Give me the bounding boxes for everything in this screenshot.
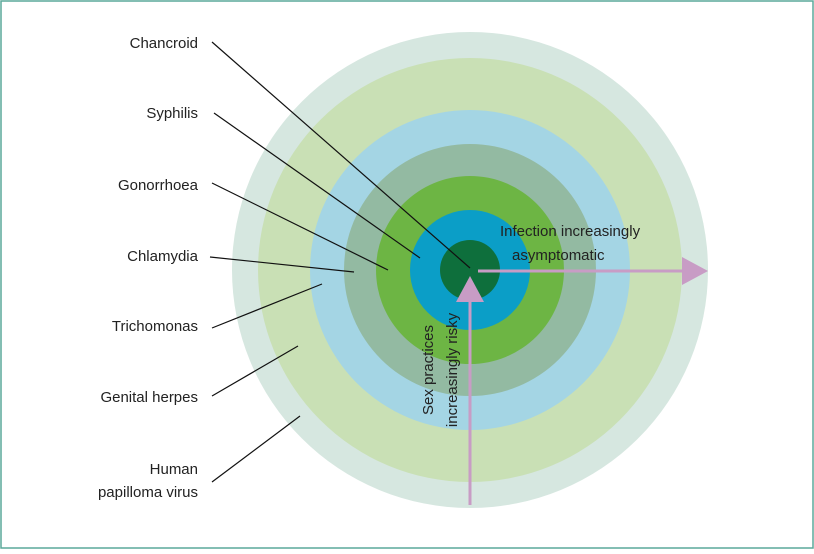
disease-label: Chlamydia xyxy=(127,248,199,265)
leader-line xyxy=(213,112,421,259)
disease-label: Genital herpes xyxy=(100,389,198,406)
disease-label: Human xyxy=(150,461,198,478)
arrow-head xyxy=(456,276,484,302)
leader-line xyxy=(211,41,471,269)
leader-line xyxy=(211,283,323,329)
arrow-label: Infection increasingly xyxy=(500,223,641,240)
arrow-label: increasingly risky xyxy=(444,312,461,427)
leader-line xyxy=(209,256,355,273)
leader-line xyxy=(211,345,299,397)
arrows xyxy=(456,257,708,505)
leader-line xyxy=(211,182,389,271)
arrow-label: asymptomatic xyxy=(512,247,605,264)
labels: Chancroid Syphilis Gonorrhoea Chlamydia Tric… xyxy=(98,35,199,501)
disease-label: Syphilis xyxy=(146,105,198,122)
disease-label: papilloma virus xyxy=(98,484,198,501)
leader-line xyxy=(211,415,301,483)
disease-label: Gonorrhoea xyxy=(118,177,199,194)
disease-label: Chancroid xyxy=(130,35,198,52)
rings xyxy=(232,32,708,508)
arrow-head xyxy=(682,257,708,285)
leader-lines xyxy=(209,41,471,483)
disease-label: Trichomonas xyxy=(112,318,198,335)
arrow-label: Sex practices xyxy=(420,325,437,415)
